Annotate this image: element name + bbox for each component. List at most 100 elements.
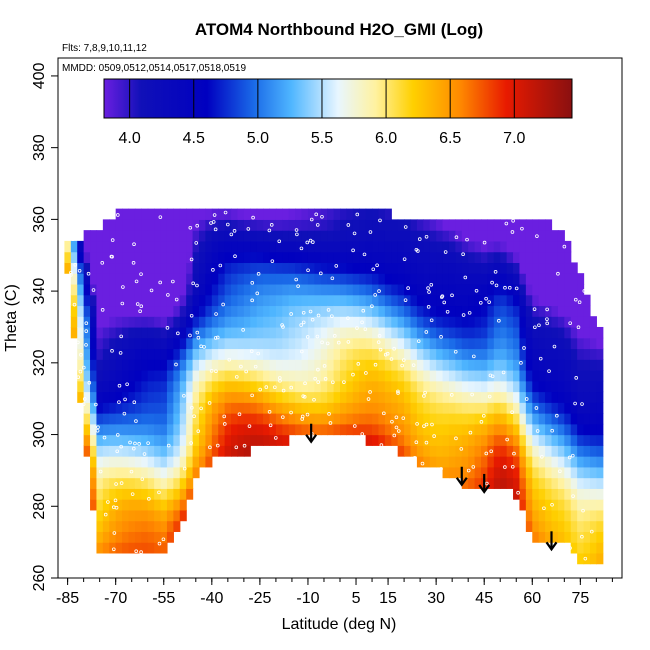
heatmap-cell — [320, 337, 328, 350]
sample-point — [223, 210, 228, 215]
heatmap-cell — [83, 445, 91, 457]
heatmap-cell — [557, 531, 565, 543]
heatmap-cell — [128, 219, 136, 231]
heatmap-cell — [192, 445, 200, 457]
heatmap-cell — [410, 423, 418, 436]
heatmap-cell — [134, 262, 142, 274]
heatmap-cell — [211, 316, 219, 328]
heatmap-cell — [513, 326, 521, 339]
heatmap-cell — [295, 251, 303, 264]
heatmap-cell — [577, 552, 585, 565]
heatmap-cell — [545, 262, 553, 274]
heatmap-cell — [122, 499, 130, 511]
heatmap-cell — [96, 542, 104, 554]
heatmap-cell — [186, 391, 194, 403]
sample-point — [583, 556, 588, 561]
heatmap-cell — [166, 240, 174, 253]
heatmap-cell — [147, 531, 155, 543]
heatmap-cell — [320, 273, 328, 285]
sample-point — [488, 373, 493, 378]
heatmap-cell — [154, 326, 162, 339]
heatmap-cell — [160, 316, 168, 328]
heatmap-cell — [263, 208, 271, 220]
heatmap-cell — [115, 488, 123, 500]
heatmap-cell — [115, 348, 123, 360]
sample-point — [315, 223, 320, 227]
heatmap-cell — [545, 380, 553, 393]
heatmap-cell — [134, 337, 142, 350]
heatmap-cell — [141, 477, 149, 489]
heatmap-cell — [77, 305, 85, 317]
heatmap-cell — [141, 520, 149, 532]
heatmap-cell — [513, 488, 521, 500]
heatmap-cell — [570, 434, 578, 446]
sample-point — [576, 325, 581, 329]
heatmap-cell — [589, 370, 597, 382]
heatmap-cell — [448, 402, 456, 414]
heatmap-cell — [288, 219, 296, 231]
heatmap-cell — [493, 359, 501, 371]
heatmap-cell — [314, 413, 322, 425]
heatmap-cell — [384, 337, 392, 350]
sample-point — [394, 415, 399, 420]
sample-point — [478, 301, 483, 305]
heatmap-cell — [83, 230, 91, 242]
heatmap-cell — [128, 456, 136, 468]
heatmap-cell — [474, 413, 482, 425]
y-tick-label: 360 — [31, 206, 48, 233]
heatmap-cell — [160, 509, 168, 522]
heatmap-cell — [378, 219, 386, 231]
heatmap-cell — [109, 413, 117, 425]
heatmap-cell — [282, 391, 290, 403]
heatmap-cell — [263, 370, 271, 382]
heatmap-cell — [83, 337, 91, 350]
heatmap-cell — [410, 337, 418, 350]
heatmap-cell — [436, 251, 444, 264]
heatmap-cell — [243, 337, 251, 350]
heatmap-cell — [147, 542, 155, 554]
heatmap-cell — [231, 262, 239, 274]
heatmap-cell — [513, 380, 521, 393]
heatmap-cell — [577, 434, 585, 446]
heatmap-cell — [205, 240, 213, 253]
heatmap-cell — [448, 434, 456, 446]
sample-point — [132, 446, 136, 451]
sample-point — [125, 382, 129, 387]
heatmap-cell — [115, 359, 123, 371]
heatmap-cell — [429, 413, 437, 425]
heatmap-cell — [231, 273, 239, 285]
heatmap-cell — [577, 456, 585, 468]
heatmap-cell — [532, 283, 540, 296]
heatmap-cell — [551, 499, 559, 511]
heatmap-cell — [340, 391, 348, 403]
sample-point — [420, 461, 425, 466]
sample-point — [132, 400, 137, 405]
sample-point — [250, 298, 254, 303]
heatmap-cell — [269, 370, 277, 382]
heatmap-cell — [154, 273, 162, 285]
heatmap-cell — [224, 316, 232, 328]
heatmap-cell — [500, 348, 508, 360]
sample-point — [331, 380, 335, 385]
heatmap-cell — [545, 370, 553, 382]
heatmap-cell — [346, 230, 354, 242]
heatmap-cell — [493, 326, 501, 339]
heatmap-cell — [288, 337, 296, 350]
heatmap-cell — [372, 326, 380, 339]
heatmap-cell — [295, 316, 303, 328]
heatmap-cell — [199, 391, 207, 403]
heatmap-cell — [545, 337, 553, 350]
heatmap-cell — [596, 531, 604, 543]
heatmap-cell — [77, 283, 85, 296]
heatmap-cell — [231, 230, 239, 242]
heatmap-cell — [250, 434, 258, 446]
heatmap-cell — [404, 294, 412, 307]
sample-point — [507, 285, 512, 290]
heatmap-cell — [506, 283, 514, 296]
heatmap-cell — [243, 294, 251, 307]
heatmap-cell — [179, 294, 187, 307]
heatmap-cell — [128, 326, 136, 339]
heatmap-cell — [372, 423, 380, 436]
heatmap-cell — [102, 434, 110, 446]
